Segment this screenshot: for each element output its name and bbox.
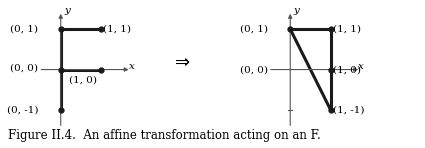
Text: (0, 0): (0, 0) <box>240 65 268 74</box>
Text: (0, 1): (0, 1) <box>240 25 268 34</box>
Text: x: x <box>129 62 134 71</box>
Text: (1, 0): (1, 0) <box>69 75 97 84</box>
Text: Figure II.4.  An affine transformation acting on an F.: Figure II.4. An affine transformation ac… <box>8 129 321 142</box>
Text: (1, -1): (1, -1) <box>333 106 364 115</box>
Text: (0, 0): (0, 0) <box>11 63 39 72</box>
Text: (0, -1): (0, -1) <box>7 106 39 115</box>
Text: ⇒: ⇒ <box>175 54 190 73</box>
Text: (1, 0): (1, 0) <box>333 65 361 74</box>
Text: (1, 1): (1, 1) <box>103 25 131 34</box>
Text: y: y <box>64 6 70 15</box>
Text: y: y <box>294 6 299 15</box>
Text: (1, 1): (1, 1) <box>333 25 361 34</box>
Text: x: x <box>358 62 364 71</box>
Text: (0, 1): (0, 1) <box>11 25 39 34</box>
